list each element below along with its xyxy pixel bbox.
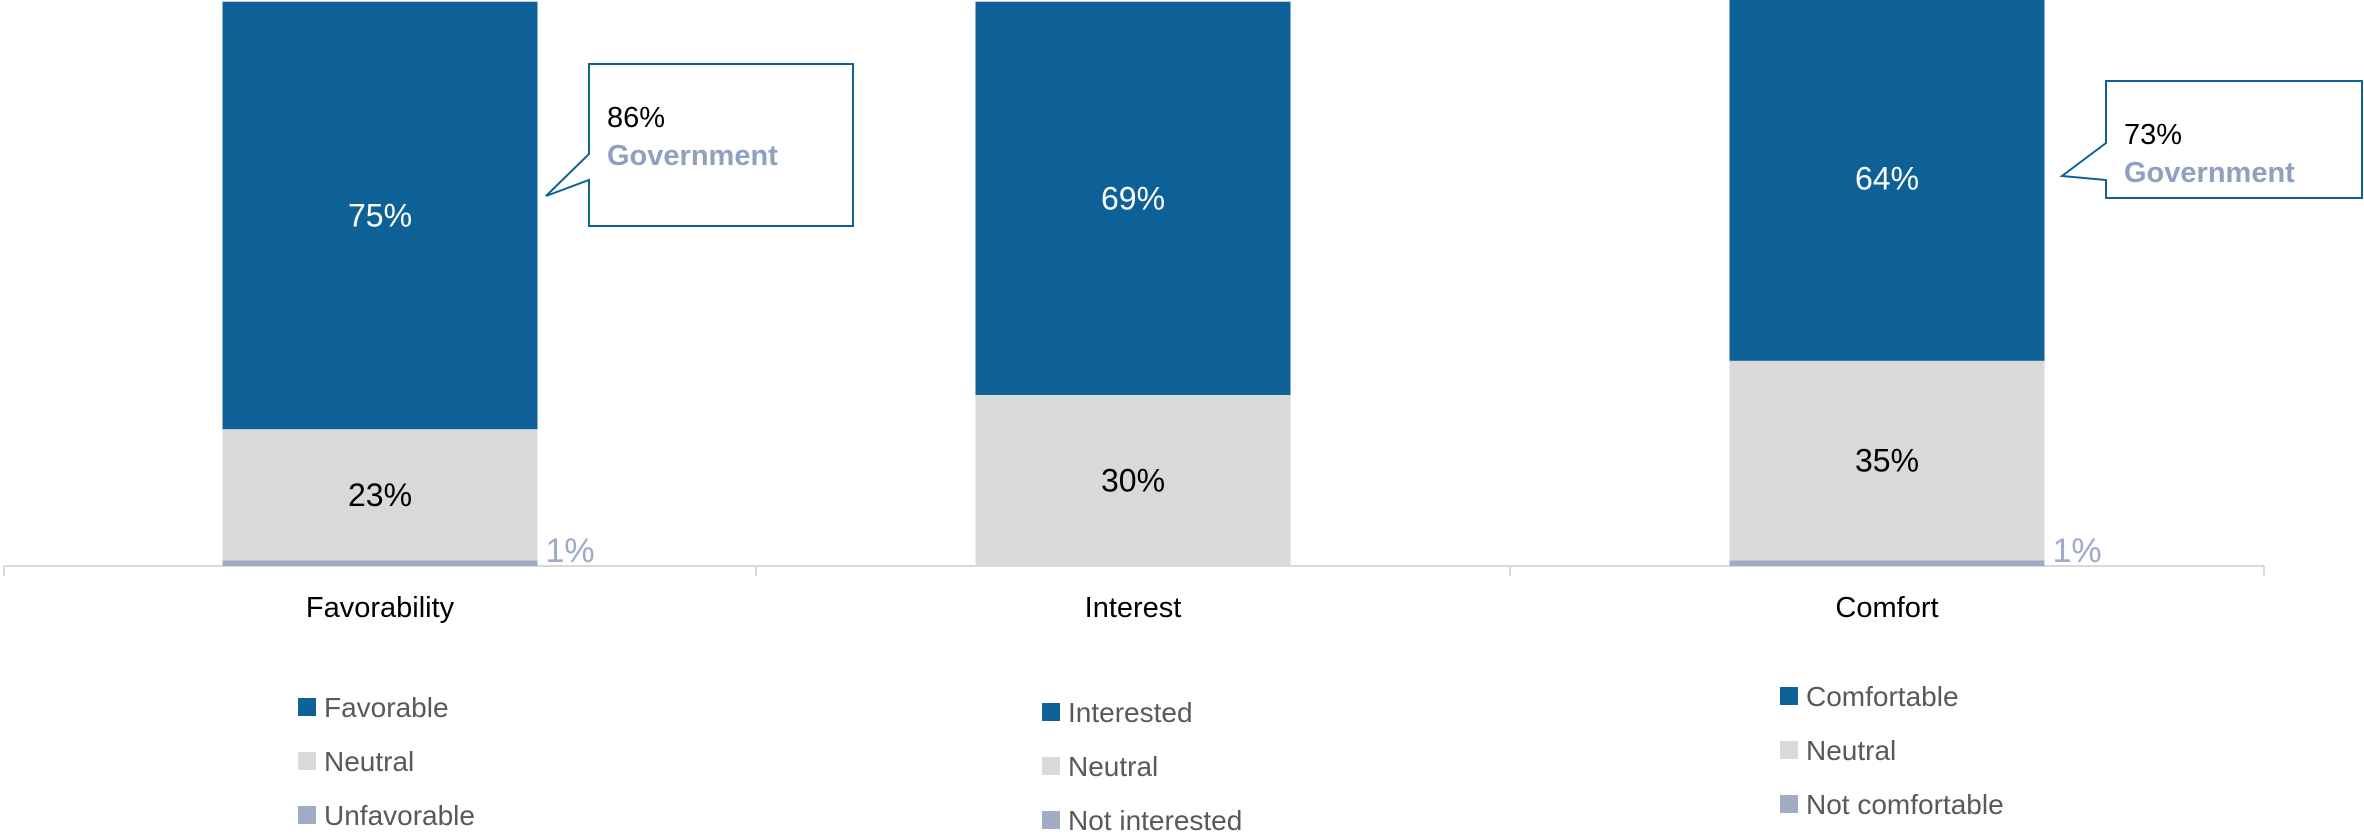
legend-swatch — [1042, 757, 1060, 775]
callout-label: Government — [2124, 157, 2295, 189]
legend-swatch — [1042, 811, 1060, 829]
legend-label: Interested — [1068, 697, 1193, 728]
legend-swatch — [1780, 741, 1798, 759]
legend-swatch — [1780, 795, 1798, 813]
data-label: 75% — [348, 197, 412, 233]
legend-swatch — [298, 752, 316, 770]
bar-segment — [222, 429, 538, 561]
legend-swatch — [298, 806, 316, 824]
bar-segment — [222, 560, 538, 566]
bar-segment — [975, 1, 1291, 395]
legend-swatch — [1780, 687, 1798, 705]
callout-value: 73% — [2124, 119, 2182, 151]
callout-box — [545, 63, 854, 227]
legend-label: Not interested — [1068, 805, 1242, 836]
legend-label: Unfavorable — [324, 800, 475, 831]
bar-segment — [975, 395, 1291, 566]
bar-segment — [222, 1, 538, 430]
data-label: 64% — [1855, 160, 1919, 196]
category-label: Comfort — [1835, 592, 1938, 624]
callout-value: 86% — [607, 102, 665, 134]
legend-label: Favorable — [324, 692, 449, 723]
legend-label: Neutral — [324, 746, 414, 777]
callout-box — [2059, 80, 2363, 199]
data-label: 1% — [2053, 532, 2102, 570]
category-label: Favorability — [306, 592, 455, 624]
data-label: 30% — [1101, 463, 1165, 499]
legend-swatch — [298, 698, 316, 716]
legend-swatch — [1042, 703, 1060, 721]
data-label: 23% — [348, 477, 412, 513]
legend-label: Neutral — [1068, 751, 1158, 782]
bar-segment — [1729, 560, 2045, 566]
legend-label: Not comfortable — [1806, 789, 2004, 820]
bar-segment — [1729, 0, 2045, 361]
data-label: 35% — [1855, 443, 1919, 479]
legend-label: Neutral — [1806, 735, 1896, 766]
legend-label: Comfortable — [1806, 681, 1959, 712]
data-label: 69% — [1101, 180, 1165, 216]
data-label: 1% — [546, 532, 595, 570]
category-label: Interest — [1085, 592, 1182, 624]
callout-label: Government — [607, 140, 778, 172]
bar-segment — [1729, 360, 2045, 561]
